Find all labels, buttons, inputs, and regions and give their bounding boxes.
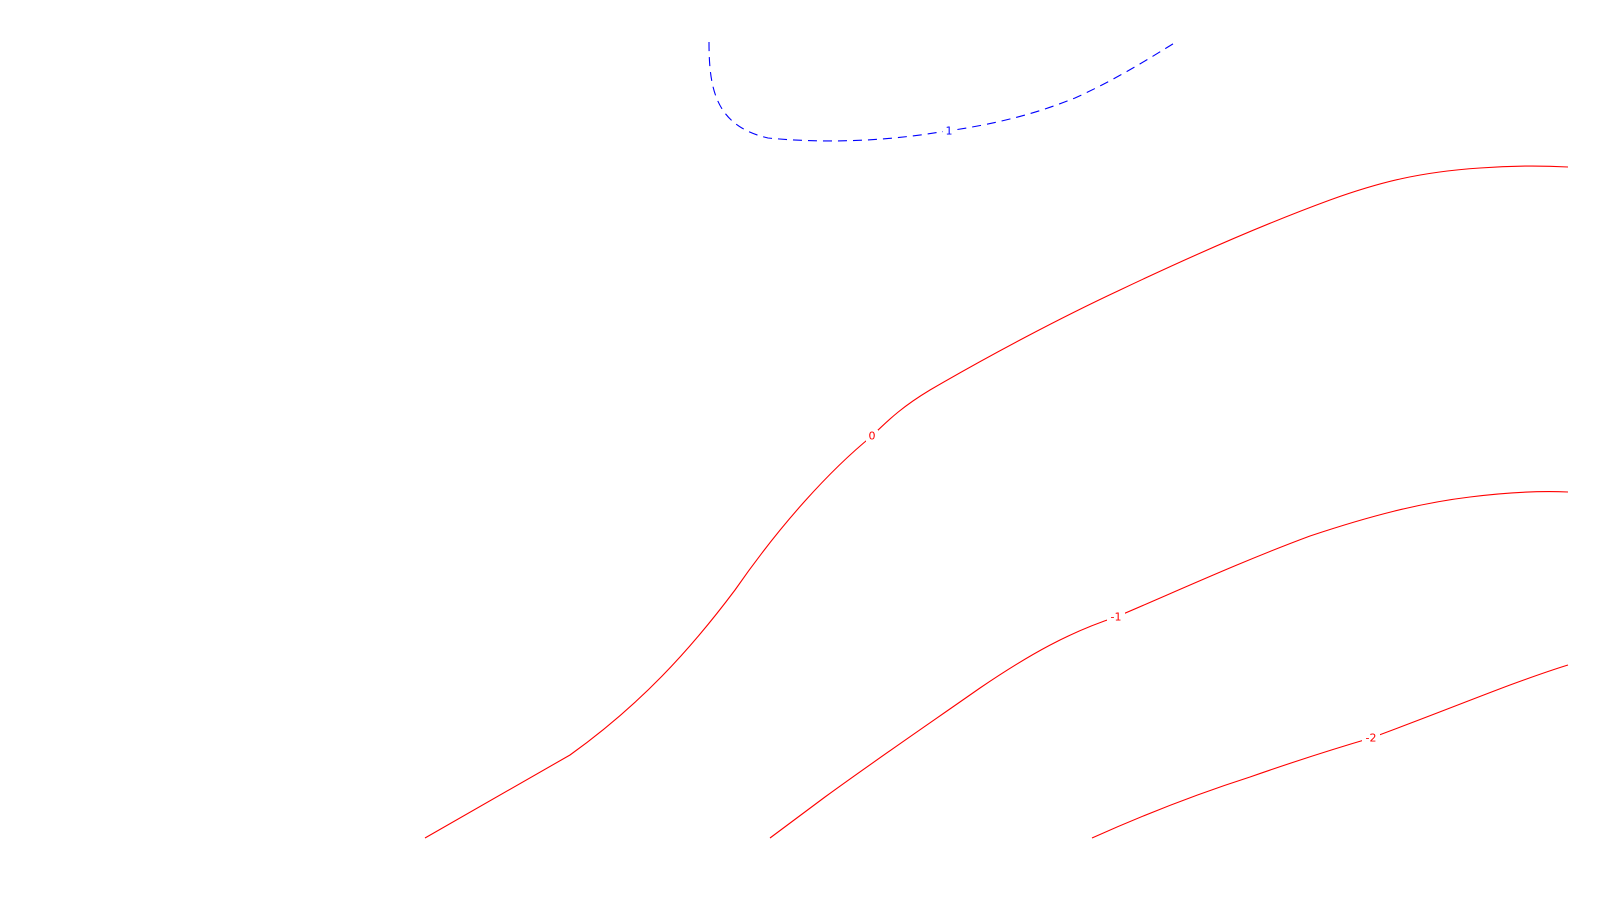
contour-level-1: 1: [708, 41, 1177, 142]
contour-line: [769, 491, 1569, 839]
contour-line: [1091, 664, 1569, 839]
contour-line: [424, 165, 1569, 839]
contour-label: -2: [1366, 732, 1377, 745]
contour-level-minus-1: -1: [769, 491, 1569, 839]
contour-label: -1: [1111, 611, 1122, 624]
contour-level-0: 0: [424, 165, 1569, 839]
contour-label: 1: [946, 125, 953, 138]
contour-label-background: [866, 430, 878, 442]
contour-label-background: [1362, 732, 1380, 744]
contour-label-background: [943, 125, 955, 137]
contour-level-minus-2: -2: [1091, 664, 1569, 839]
contour-label: 0: [869, 430, 876, 443]
contour-line: [708, 41, 1177, 142]
contour-label-background: [1107, 611, 1125, 623]
